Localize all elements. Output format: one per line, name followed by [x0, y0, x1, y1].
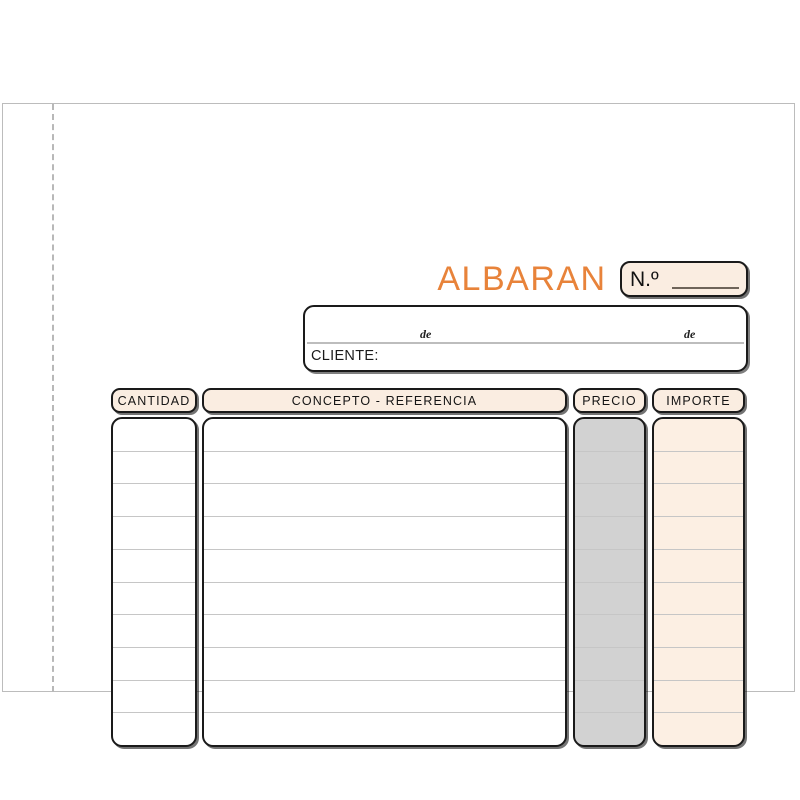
table-row[interactable] — [575, 517, 644, 550]
table-row[interactable] — [654, 681, 743, 714]
table-row[interactable] — [654, 452, 743, 485]
table-row[interactable] — [204, 550, 565, 583]
table-row[interactable] — [113, 615, 195, 648]
column-header-importe-label: IMPORTE — [666, 394, 731, 408]
table-row[interactable] — [575, 583, 644, 616]
table-row[interactable] — [654, 419, 743, 452]
precio-row-list — [575, 419, 644, 745]
client-and-date-panel[interactable]: de de CLIENTE: — [303, 305, 748, 372]
document-number-label: N.º — [630, 268, 659, 291]
table-row[interactable] — [575, 713, 644, 745]
table-row[interactable] — [113, 681, 195, 714]
table-row[interactable] — [575, 484, 644, 518]
table-row[interactable] — [204, 419, 565, 452]
cantidad-row-list — [113, 419, 195, 745]
table-row[interactable] — [204, 452, 565, 485]
table-row[interactable] — [654, 550, 743, 583]
column-body-concepto[interactable] — [202, 417, 567, 747]
table-row[interactable] — [575, 550, 644, 583]
column-header-cantidad-label: CANTIDAD — [117, 394, 191, 408]
table-row[interactable] — [575, 419, 644, 452]
table-row[interactable] — [204, 484, 565, 518]
table-row[interactable] — [575, 615, 644, 648]
table-row[interactable] — [575, 681, 644, 714]
column-header-concepto: CONCEPTO - REFERENCIA — [202, 388, 567, 413]
table-row[interactable] — [113, 419, 195, 452]
column-header-precio-label: PRECIO — [582, 394, 637, 408]
document-number-field[interactable]: N.º — [620, 261, 748, 297]
table-row[interactable] — [113, 484, 195, 518]
table-row[interactable] — [113, 452, 195, 485]
table-row[interactable] — [204, 615, 565, 648]
table-row[interactable] — [204, 648, 565, 681]
date-line-rule — [307, 342, 744, 344]
date-separator-label-year: de — [681, 327, 699, 342]
table-row[interactable] — [113, 713, 195, 745]
table-row[interactable] — [654, 484, 743, 518]
importe-row-list — [654, 419, 743, 745]
document-number-rule — [672, 287, 739, 289]
column-header-importe: IMPORTE — [652, 388, 745, 413]
table-row[interactable] — [113, 517, 195, 550]
table-row[interactable] — [113, 648, 195, 681]
perforation-fold-line — [52, 104, 54, 692]
table-row[interactable] — [204, 681, 565, 714]
column-body-importe[interactable] — [652, 417, 745, 747]
table-row[interactable] — [575, 648, 644, 681]
table-row[interactable] — [654, 648, 743, 681]
client-label: CLIENTE: — [311, 348, 379, 364]
table-row[interactable] — [575, 452, 644, 485]
column-header-cantidad: CANTIDAD — [111, 388, 197, 413]
table-row[interactable] — [654, 615, 743, 648]
table-row[interactable] — [113, 550, 195, 583]
delivery-note-sheet: ALBARAN N.º de de CLIENTE: CANTIDAD CONC… — [2, 103, 795, 747]
table-row[interactable] — [113, 583, 195, 616]
table-row[interactable] — [654, 713, 743, 745]
column-body-cantidad[interactable] — [111, 417, 197, 747]
date-separator-label-month: de — [417, 327, 435, 342]
table-row[interactable] — [654, 583, 743, 616]
table-row[interactable] — [204, 713, 565, 745]
concepto-row-list — [204, 419, 565, 745]
column-header-precio: PRECIO — [573, 388, 646, 413]
table-row[interactable] — [204, 517, 565, 550]
column-header-concepto-label: CONCEPTO - REFERENCIA — [291, 394, 478, 408]
table-row[interactable] — [204, 583, 565, 616]
page-title: ALBARAN — [437, 260, 607, 298]
column-body-precio[interactable] — [573, 417, 646, 747]
table-row[interactable] — [654, 517, 743, 550]
